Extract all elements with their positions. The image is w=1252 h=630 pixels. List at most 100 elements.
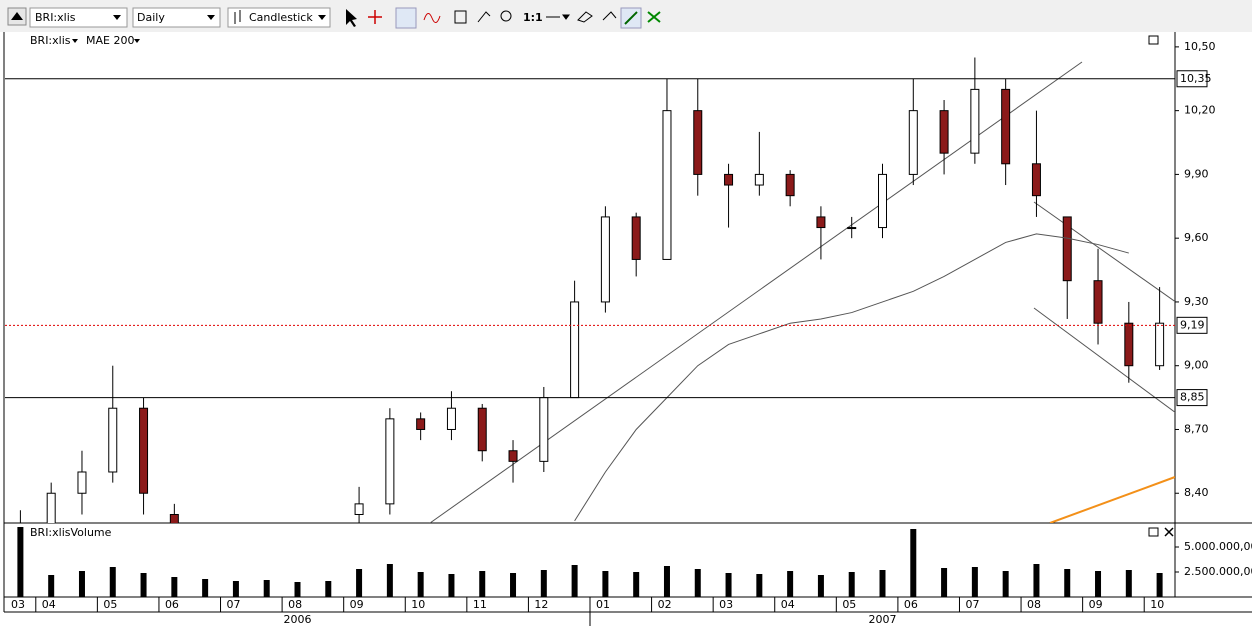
x-tick-label: 08 — [288, 598, 302, 611]
crosshair-tool[interactable] — [368, 10, 382, 24]
x-tick-label: 06 — [904, 598, 918, 611]
volume-bar — [971, 567, 978, 597]
candle-body — [539, 397, 549, 462]
candle-body — [46, 492, 56, 523]
y-tick-label: 9,00 — [1184, 359, 1209, 372]
x-tick-label: 05 — [103, 598, 117, 611]
candle-body — [785, 173, 795, 197]
volume-bar — [571, 565, 578, 597]
volume-bar — [1002, 571, 1009, 597]
candle-body — [477, 407, 487, 452]
volume-bar — [663, 566, 670, 597]
y-tick-label: 2.500.000,00 — [1184, 565, 1252, 578]
fit-tool[interactable] — [647, 11, 661, 23]
close-button[interactable] — [1164, 527, 1174, 537]
y-tick-label: 8,70 — [1184, 422, 1209, 435]
trend-line — [1049, 476, 1175, 523]
style-select[interactable] — [227, 7, 331, 28]
candle-body — [1062, 216, 1072, 282]
volume-bar — [1064, 569, 1071, 597]
candle-body — [1001, 88, 1011, 165]
maximize-button[interactable] — [1148, 35, 1159, 45]
candle-body — [631, 216, 641, 260]
volume-bar — [448, 574, 455, 597]
volume-bar — [787, 571, 794, 597]
candle-body — [816, 216, 826, 229]
candle-body — [570, 301, 580, 399]
candle-body — [878, 173, 887, 229]
x-tick-label: 12 — [534, 598, 548, 611]
interval-select[interactable] — [132, 7, 221, 28]
maximize-button[interactable] — [1148, 527, 1159, 537]
series-legend[interactable]: BRI:xlis — [30, 34, 71, 47]
volume-bar — [756, 574, 763, 597]
candle-body — [908, 110, 918, 175]
x-tick-label: 04 — [42, 598, 56, 611]
y-tick-label: 9,30 — [1184, 295, 1209, 308]
volume-bar — [325, 581, 332, 597]
volume-bar — [109, 567, 116, 597]
x-tick-label: 03 — [11, 598, 25, 611]
x-tick-label: 09 — [350, 598, 364, 611]
symbol-text: BRI:xlis — [35, 11, 76, 24]
volume-bar — [417, 572, 424, 597]
info-tool[interactable] — [454, 10, 467, 24]
candle-body — [77, 471, 87, 494]
indicator-tool[interactable] — [423, 13, 441, 23]
level-label: 8,85 — [1180, 391, 1205, 404]
icon — [318, 15, 326, 20]
volume-bar — [294, 582, 301, 597]
style-text: Candlestick — [249, 11, 313, 24]
volume-bar — [817, 575, 824, 597]
y-tick-label: 8,40 — [1184, 486, 1209, 499]
candle-body — [416, 418, 426, 430]
icon — [113, 15, 121, 20]
candle-body — [1031, 163, 1041, 197]
candle-body — [169, 513, 179, 523]
paint-tool[interactable] — [602, 11, 617, 21]
x-tick-label: 10 — [411, 598, 425, 611]
zoom-tool[interactable] — [500, 10, 512, 22]
volume-bar — [232, 581, 239, 597]
x-tick-label: 03 — [719, 598, 733, 611]
candle-body — [108, 407, 118, 473]
grid-tool[interactable] — [395, 7, 417, 29]
year-label: 2007 — [869, 613, 897, 626]
level-label: 10,35 — [1180, 72, 1212, 85]
candle-body — [385, 418, 395, 505]
volume-bar — [1156, 573, 1163, 597]
icon — [72, 39, 78, 43]
x-tick-label: 07 — [227, 598, 241, 611]
pointer-tool[interactable] — [346, 9, 357, 27]
icon — [207, 15, 215, 20]
volume-bar — [879, 570, 886, 597]
x-tick-label: 08 — [1027, 598, 1041, 611]
indicator-legend[interactable]: MAE 200 — [86, 34, 134, 47]
eraser-tool[interactable] — [577, 11, 593, 23]
zoom-text[interactable]: 1:1 — [523, 11, 543, 24]
line-tool[interactable] — [546, 14, 570, 20]
candle-body — [1093, 280, 1103, 324]
volume-bar — [78, 571, 85, 597]
volume-bar — [540, 570, 547, 597]
volume-bar — [941, 568, 948, 597]
draw-tool[interactable] — [477, 11, 491, 23]
moving-average — [574, 233, 1129, 522]
candle-body — [446, 407, 456, 430]
volume-bar — [602, 571, 609, 597]
x-tick-label: 01 — [596, 598, 610, 611]
icon — [234, 10, 241, 24]
x-tick-label: 09 — [1089, 598, 1103, 611]
price-plot — [19, 57, 1165, 523]
volume-bar — [694, 569, 701, 597]
x-tick-label: 02 — [658, 598, 672, 611]
y-tick-label: 10,50 — [1184, 40, 1216, 53]
y-tick-label: 9,90 — [1184, 167, 1209, 180]
symbol-select[interactable] — [29, 7, 128, 28]
icon — [11, 12, 23, 20]
icon — [134, 39, 140, 43]
level-label: 9,19 — [1180, 318, 1205, 331]
candle-body — [508, 450, 518, 462]
candle-body — [754, 173, 764, 186]
